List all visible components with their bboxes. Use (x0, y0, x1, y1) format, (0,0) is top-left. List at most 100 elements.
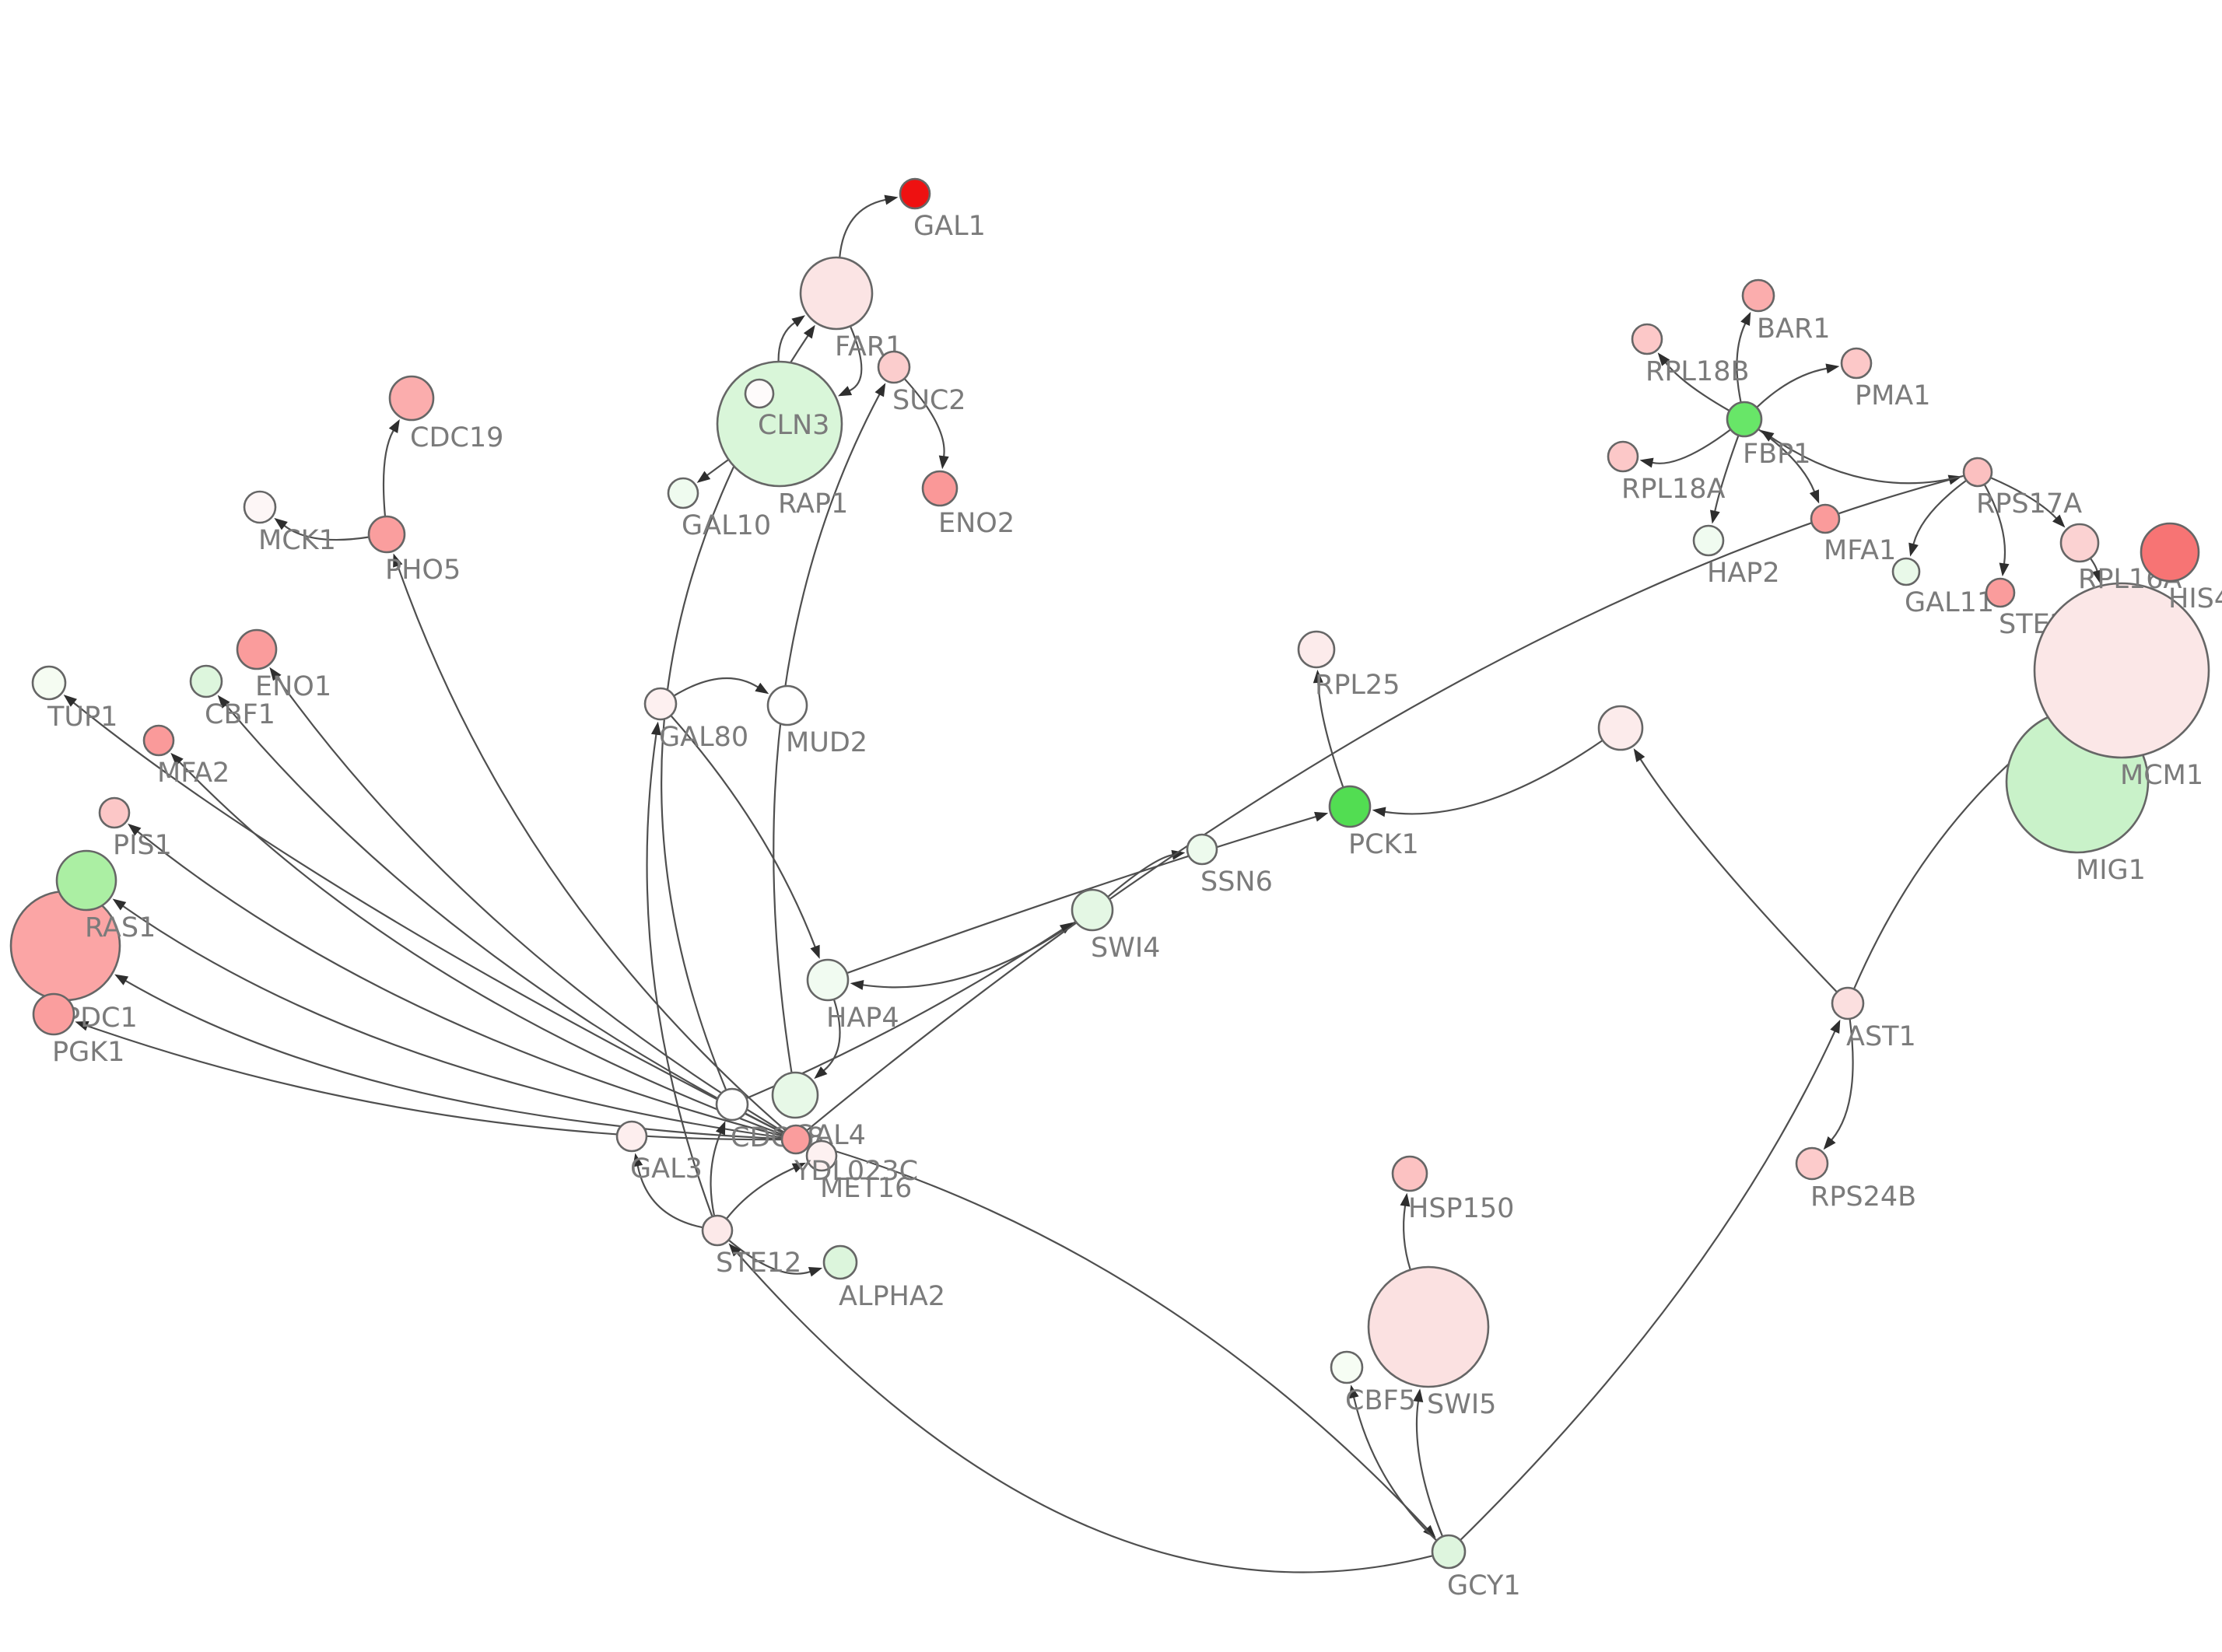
edge-FBP1-BAR1[interactable] (1736, 311, 1751, 404)
edge-AST1-RPS24B[interactable] (1823, 1017, 1854, 1150)
edge-YDL023C-CBF1[interactable] (217, 695, 785, 1134)
edge-GAL80-HAP4[interactable] (670, 714, 820, 959)
edge-FBP1-RPL18B[interactable] (1657, 352, 1730, 412)
node-PGK1[interactable] (32, 992, 75, 1036)
node-GAL11[interactable] (1891, 557, 1921, 586)
edge-STE12-GAL80[interactable] (646, 721, 713, 1218)
node-TUP1[interactable] (31, 665, 67, 701)
edge-GCY1-AST1[interactable] (1459, 1019, 1841, 1542)
node-RPL16A[interactable] (2059, 523, 2100, 563)
edge-FAR1-RAP1[interactable] (837, 325, 863, 397)
node-CLN3[interactable] (744, 378, 775, 409)
edge-RPS17A-FBP1[interactable] (1760, 429, 1965, 485)
node-CBF5[interactable] (1330, 1350, 1364, 1384)
node-SWI4[interactable] (1071, 888, 1114, 932)
node-STE2[interactable] (1985, 577, 2016, 608)
edge-GCY1-STE12[interactable] (728, 1243, 1434, 1573)
node-HIS4[interactable] (2140, 522, 2200, 583)
node-AST1[interactable] (1831, 986, 1865, 1020)
edge-YDL023C-PIS1[interactable] (128, 823, 783, 1137)
node-MET16[interactable] (805, 1139, 838, 1172)
node-FBP1[interactable] (1726, 401, 1763, 438)
edge-PCK1-RPL25[interactable] (1313, 669, 1344, 789)
node-PIS1[interactable] (98, 796, 131, 829)
node-GAL3[interactable] (615, 1120, 648, 1153)
node-MCK1[interactable] (243, 490, 277, 524)
edge-YDL023C-PGK1[interactable] (75, 1020, 783, 1141)
node-YDL023C[interactable] (780, 1124, 811, 1155)
node-MCM1[interactable] (2033, 582, 2210, 759)
node-group-GAL1: GAL1 (899, 177, 986, 242)
node-RAS1[interactable] (55, 849, 117, 912)
edge-UNNAMED-PCK1[interactable] (1372, 739, 1604, 817)
edge-STE12-CDC28[interactable] (710, 1121, 726, 1217)
node-UNNAMED[interactable] (1597, 705, 1644, 751)
edge-FAR1-GAL1[interactable] (839, 194, 899, 259)
edge-STE12-ALPHA2[interactable] (727, 1239, 823, 1277)
edge-RAP1-GAL10[interactable] (696, 458, 730, 483)
node-CDC28[interactable] (715, 1087, 749, 1122)
node-MFA1[interactable] (1810, 503, 1841, 534)
node-PDC1[interactable] (9, 890, 121, 1002)
edge-GCY1-CBF5[interactable] (1348, 1384, 1438, 1542)
edge-PHO5-CDC19[interactable] (382, 419, 400, 518)
node-HSP150[interactable] (1391, 1155, 1428, 1192)
edge-FBP1-PMA1[interactable] (1755, 363, 1840, 408)
edge-RPL16A-MCM1[interactable] (2089, 557, 2102, 584)
node-ALPHA2[interactable] (822, 1244, 858, 1280)
node-GCY1[interactable] (1431, 1534, 1467, 1570)
edge-STE12-MET16[interactable] (725, 1162, 806, 1220)
edge-YDL023C-ENO1[interactable] (269, 667, 785, 1133)
edge-YDL023C-GCY1[interactable] (808, 1142, 1436, 1538)
edge-GAL80-MUD2[interactable] (673, 677, 769, 697)
node-PMA1[interactable] (1840, 347, 1873, 380)
node-SUC2[interactable] (877, 350, 911, 384)
edge-YDL023C-RPS17A[interactable] (805, 474, 1962, 1132)
node-GAL10[interactable] (667, 477, 699, 509)
edge-FBP1-HAP2[interactable] (1710, 434, 1740, 524)
edge-RPS17A-RPL16A[interactable] (1989, 477, 2066, 528)
node-MFA2[interactable] (142, 724, 175, 757)
edge-HAP4-PCK1[interactable] (846, 811, 1329, 975)
edge-YDL023C-PHO5[interactable] (393, 553, 787, 1132)
node-BAR1[interactable] (1741, 278, 1775, 313)
edge-YDL023C-PDC1[interactable] (114, 974, 783, 1140)
edge-HAP4-GAL4[interactable] (814, 998, 841, 1080)
edge-FBP1-RPL18A[interactable] (1639, 429, 1732, 468)
edge-RAP1-FAR1[interactable] (777, 315, 805, 363)
node-MUD2[interactable] (766, 684, 808, 726)
node-RPS24B[interactable] (1795, 1146, 1829, 1181)
edge-YDL023C-RAS1[interactable] (112, 898, 783, 1139)
edge-STE12-GAL3[interactable] (633, 1153, 704, 1229)
node-GAL1[interactable] (899, 177, 931, 210)
edge-SUC2-ENO2[interactable] (903, 377, 949, 470)
node-RPL18B[interactable] (1631, 323, 1663, 355)
edge-RPS17A-GAL11[interactable] (1908, 479, 1968, 557)
edge-SWI5-HSP150[interactable] (1400, 1192, 1411, 1271)
node-CBF1[interactable] (189, 664, 223, 698)
edge-SWI4-SSN6[interactable] (1106, 849, 1186, 898)
edge-AST1-UNNAMED[interactable] (1633, 748, 1838, 993)
node-HAP4[interactable] (806, 958, 850, 1002)
edge-RPS17A-STE2[interactable] (1983, 483, 2010, 577)
node-HAP2[interactable] (1692, 524, 1725, 557)
node-ENO1[interactable] (236, 628, 278, 670)
node-PCK1[interactable] (1328, 785, 1372, 828)
node-SWI5[interactable] (1367, 1265, 1490, 1388)
node-SSN6[interactable] (1186, 833, 1218, 866)
node-CDC19[interactable] (388, 375, 435, 422)
node-FAR1[interactable] (799, 256, 874, 331)
edge-YDL023C-MFA2[interactable] (170, 752, 784, 1136)
edge-PHO5-MCK1[interactable] (274, 517, 370, 541)
node-PHO5[interactable] (367, 515, 406, 554)
node-RPS17A[interactable] (1962, 457, 1993, 488)
node-GAL80[interactable] (643, 687, 678, 721)
node-RPL25[interactable] (1297, 630, 1336, 669)
edge-YDL023C-TUP1[interactable] (63, 695, 785, 1134)
node-RPL18A[interactable] (1607, 440, 1639, 473)
node-STE12[interactable] (701, 1214, 734, 1247)
node-ENO2[interactable] (921, 470, 959, 507)
node-GAL4[interactable] (771, 1071, 819, 1119)
edge-GCY1-SWI5[interactable] (1413, 1388, 1444, 1538)
